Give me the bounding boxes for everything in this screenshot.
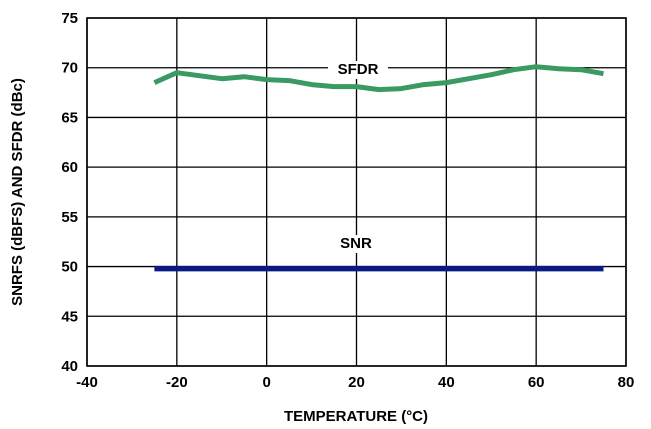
plot-frame bbox=[86, 17, 627, 367]
y-tick-labels: 40 45 50 55 60 65 70 75 bbox=[61, 10, 78, 375]
x-tick-label: 20 bbox=[348, 374, 365, 391]
series-line-sfdr bbox=[153, 64, 604, 93]
x-tick-label: 60 bbox=[528, 374, 545, 391]
y-axis-title: SNRFS (dBFS) AND SFDR (dBc) bbox=[9, 78, 26, 306]
x-tick-labels: -40 -20 0 20 40 60 80 bbox=[76, 374, 634, 391]
x-tick-label: -20 bbox=[166, 374, 188, 391]
y-tick-label: 45 bbox=[61, 308, 78, 325]
series-label-bg-sfdr bbox=[328, 61, 388, 79]
series-labels: SFDR SNR bbox=[328, 61, 388, 253]
x-tick-label: 0 bbox=[262, 374, 270, 391]
y-tick-label: 55 bbox=[61, 209, 78, 226]
series-layer bbox=[153, 64, 604, 272]
series-label-sfdr: SFDR bbox=[338, 61, 379, 78]
x-tick-label: 80 bbox=[618, 374, 635, 391]
x-axis-title: TEMPERATURE (°C) bbox=[284, 408, 428, 425]
series-label-bg-snr bbox=[331, 235, 381, 253]
y-tick-label: 50 bbox=[61, 259, 78, 276]
series-label-snr: SNR bbox=[340, 235, 372, 252]
y-tick-label: 60 bbox=[61, 159, 78, 176]
y-tick-label: 65 bbox=[61, 109, 78, 126]
x-tick-label: -40 bbox=[76, 374, 98, 391]
y-tick-label: 75 bbox=[61, 10, 78, 27]
y-tick-label: 70 bbox=[61, 60, 78, 77]
y-tick-label: 40 bbox=[61, 358, 78, 375]
x-tick-label: 40 bbox=[438, 374, 455, 391]
